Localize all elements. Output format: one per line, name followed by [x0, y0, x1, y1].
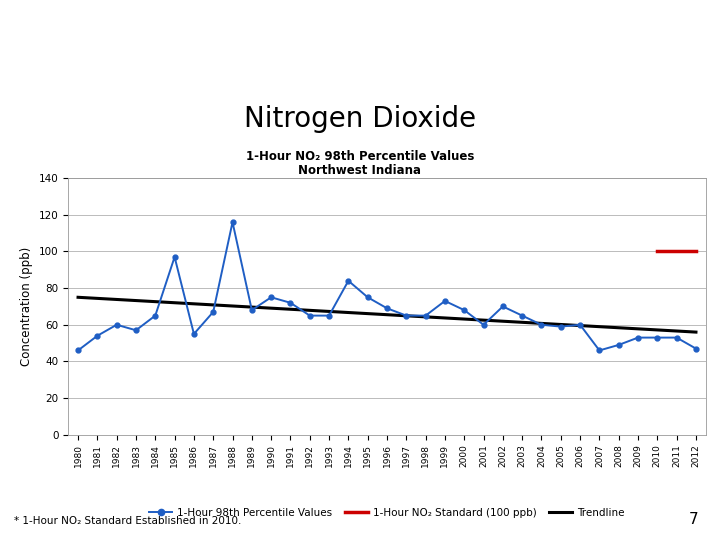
Text: We Protect Hoosiers and Our Environment: We Protect Hoosiers and Our Environment: [228, 31, 492, 42]
Text: * 1-Hour NO₂ Standard Established in 2010.: * 1-Hour NO₂ Standard Established in 201…: [14, 516, 242, 526]
Text: Northwest Indiana: Northwest Indiana: [299, 164, 421, 177]
Text: 1-Hour NO₂ 98th Percentile Values: 1-Hour NO₂ 98th Percentile Values: [246, 150, 474, 163]
Legend: 1-Hour 98th Percentile Values, 1-Hour NO₂ Standard (100 ppb), Trendline: 1-Hour 98th Percentile Values, 1-Hour NO…: [145, 503, 629, 522]
Text: Air: Air: [48, 65, 72, 80]
Text: Nitrogen Dioxide: Nitrogen Dioxide: [244, 105, 476, 133]
Text: 7: 7: [689, 511, 698, 526]
Y-axis label: Concentration (ppb): Concentration (ppb): [20, 247, 33, 366]
